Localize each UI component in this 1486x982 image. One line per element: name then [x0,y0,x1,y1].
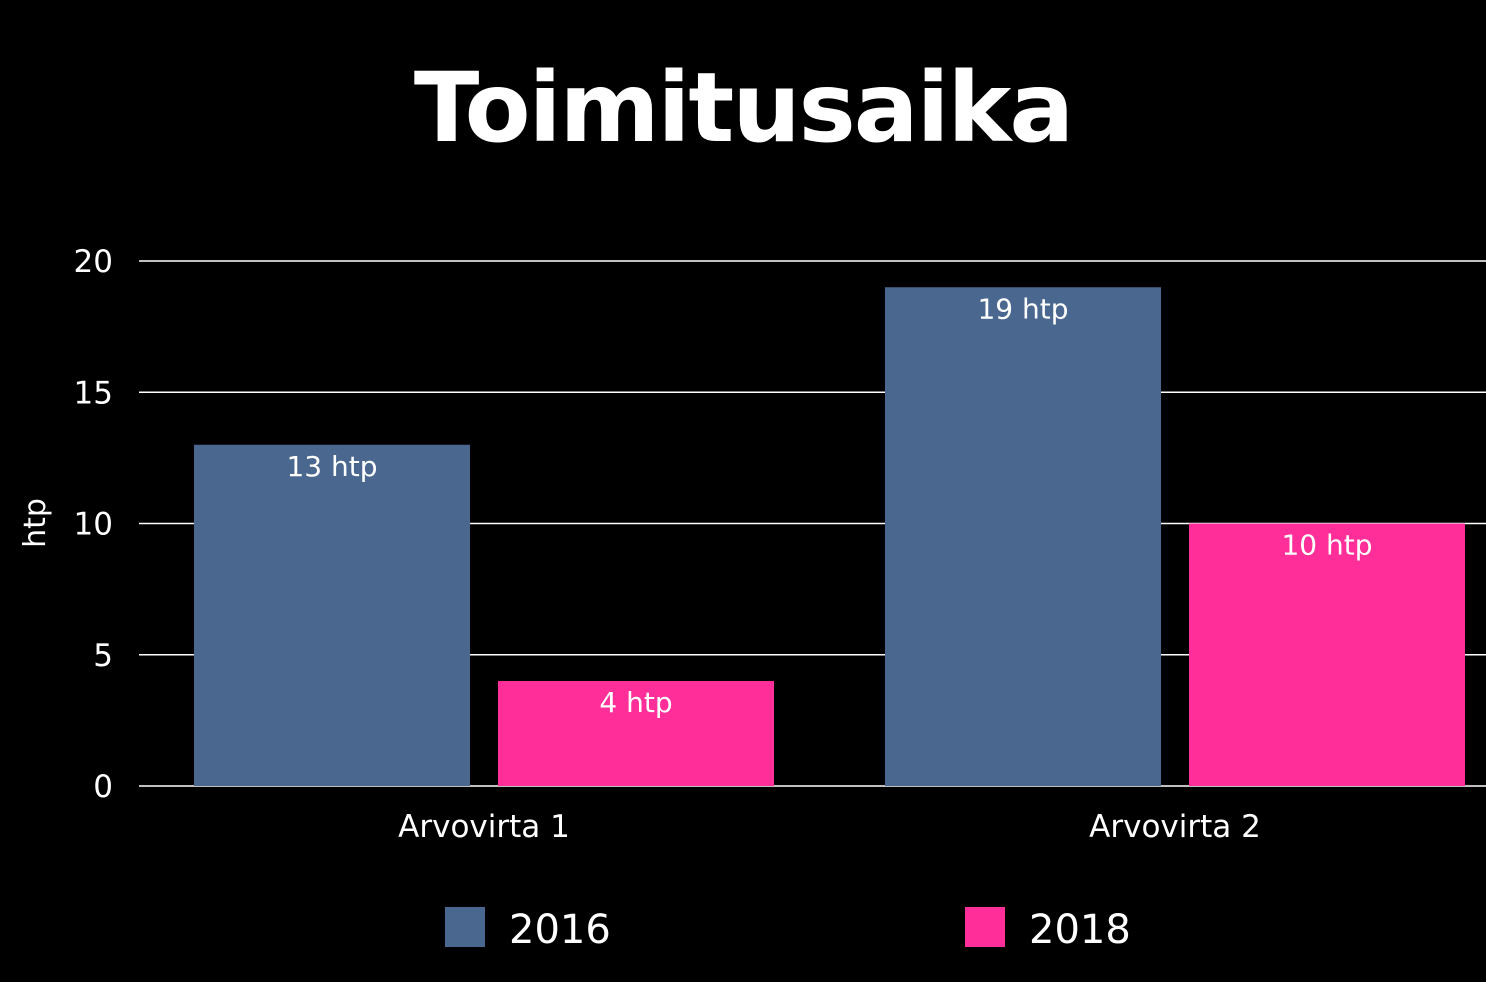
bar-2018-2 [1189,523,1465,786]
data-label: 4 htp [599,686,672,719]
y-tick-label: 10 [74,507,113,543]
data-label: 13 htp [286,450,377,483]
y-axis-ticks: 0 5 10 15 20 [74,244,113,805]
data-labels: 13 htp 19 htp 4 htp 10 htp [286,292,1372,719]
bar-2016-2 [885,287,1161,786]
data-label: 19 htp [977,292,1068,325]
legend-label: 2018 [1029,907,1131,953]
legend: 2016 2018 [445,907,1131,953]
legend-swatch-2016 [445,907,485,947]
y-tick-label: 0 [93,769,113,805]
bar-2018-1 [498,681,774,786]
x-axis-categories: Arvovirta 1 Arvovirta 2 [398,809,1261,845]
x-category-label: Arvovirta 2 [1089,809,1261,845]
bar-2016-1 [194,444,470,786]
y-tick-label: 5 [93,638,113,674]
y-tick-label: 20 [74,244,113,280]
chart-title: Toimitusaika [413,52,1074,164]
bars [194,287,1465,786]
legend-swatch-2018 [965,907,1005,947]
y-axis-title: htp [18,498,53,548]
x-category-label: Arvovirta 1 [398,809,570,845]
data-label: 10 htp [1281,529,1372,562]
y-tick-label: 15 [74,375,113,411]
legend-label: 2016 [509,907,611,953]
